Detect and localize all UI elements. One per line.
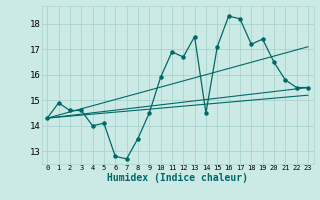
X-axis label: Humidex (Indice chaleur): Humidex (Indice chaleur) [107,173,248,183]
